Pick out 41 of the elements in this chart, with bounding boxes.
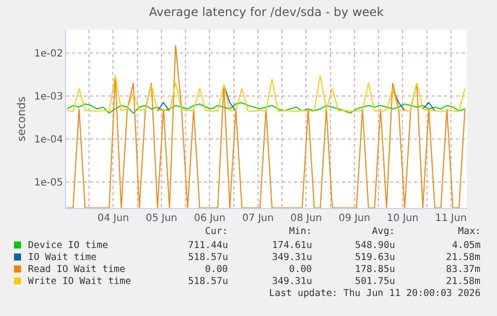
text: Avg:	[372, 226, 395, 237]
text: 0.00	[289, 264, 312, 275]
legend-label: Device IO time	[28, 240, 108, 251]
legend-label: Write IO Wait time	[28, 276, 132, 287]
x-tick-label: 07 Jun	[242, 213, 274, 224]
text: 501.75u	[355, 276, 396, 287]
y-tick-label: 1e-05	[34, 178, 63, 189]
x-tick-label: 04 Jun	[97, 213, 130, 224]
text: 21.58m	[446, 276, 481, 287]
text: 0.00	[205, 264, 228, 275]
text: 349.31u	[272, 276, 312, 287]
text: Min:	[289, 226, 312, 237]
text: 178.85u	[355, 264, 396, 275]
x-tick-label: 06 Jun	[194, 213, 226, 224]
x-tick-label: 09 Jun	[338, 213, 370, 224]
text: 518.57u	[188, 252, 228, 263]
line-series	[66, 102, 466, 114]
text: 349.31u	[272, 252, 312, 263]
x-tick-label: 10 Jun	[386, 213, 418, 224]
text: 519.63u	[355, 252, 396, 263]
text: Last update: Thu Jun 11 20:00:03 2026	[269, 288, 481, 299]
text: 518.57u	[188, 276, 228, 287]
text: 21.58m	[446, 252, 481, 263]
x-tick-label: 11 Jun	[435, 213, 467, 224]
text: 174.61u	[272, 240, 312, 251]
text: 548.90u	[355, 240, 396, 251]
text: Cur:	[205, 226, 228, 237]
line-series	[66, 74, 466, 112]
y-axis-title: seconds	[14, 96, 28, 142]
x-tick-label: 05 Jun	[146, 213, 178, 224]
y-tick-label: 1e-02	[34, 48, 63, 60]
y-tick-label: 1e-03	[34, 91, 63, 102]
chart-title: Average latency for /dev/sda - by week	[149, 5, 384, 19]
text: 711.44u	[188, 240, 228, 251]
text: Max:	[458, 226, 481, 237]
x-tick-label: 08 Jun	[290, 213, 322, 224]
legend-label: IO Wait time	[28, 252, 97, 263]
y-tick-label: 1e-04	[34, 134, 63, 146]
text: 4.05m	[452, 240, 481, 251]
text: 83.37m	[446, 264, 481, 275]
legend-label: Read IO Wait time	[28, 264, 126, 275]
